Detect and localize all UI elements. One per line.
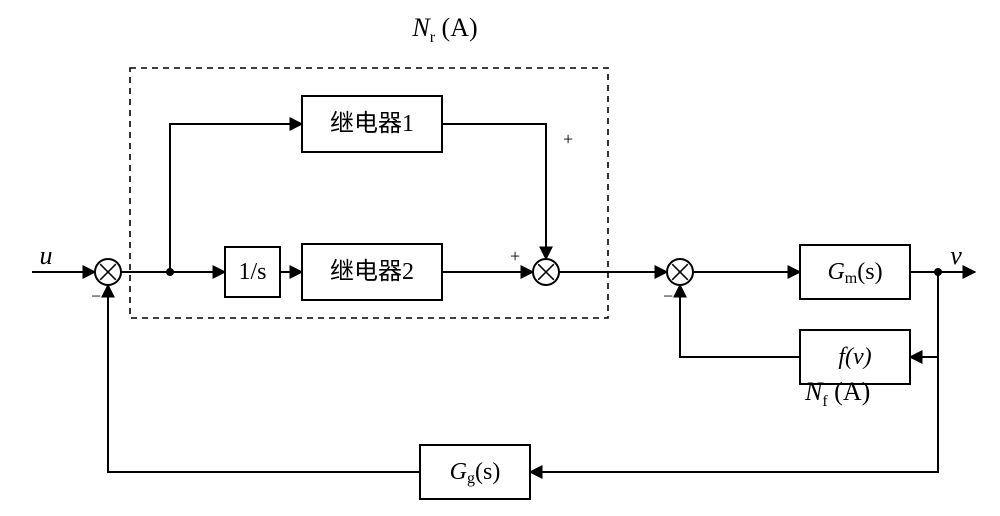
sign-s2_plus_left: + bbox=[510, 246, 520, 266]
block-label-relay2: 继电器2 bbox=[330, 258, 414, 285]
node-n_split1 bbox=[166, 268, 174, 276]
block-label-fv: f(v) bbox=[838, 344, 871, 370]
edge-out_down_fv bbox=[910, 272, 938, 357]
sign-s1_minus: − bbox=[91, 286, 101, 306]
label-nr: Nr (A) bbox=[411, 13, 477, 46]
sign-s3_minus: − bbox=[663, 286, 673, 306]
label-u: u bbox=[40, 241, 53, 270]
label-nf: Nf (A) bbox=[804, 377, 870, 410]
sign-s2_plus_top: + bbox=[563, 129, 573, 149]
block-diagram: 继电器1继电器21/sGm(s)f(v)Gg(s)−++−Nr (A)Nf (A… bbox=[0, 0, 1000, 516]
edge-fv_to_s3 bbox=[680, 285, 800, 357]
edge-gg_to_s1 bbox=[108, 285, 420, 472]
block-label-int: 1/s bbox=[238, 259, 266, 285]
block-label-gg: Gg(s) bbox=[450, 459, 501, 487]
edge-relay1_to_s2 bbox=[442, 124, 546, 259]
node-n_out bbox=[934, 268, 942, 276]
label-v: v bbox=[950, 241, 962, 270]
block-label-relay1: 继电器1 bbox=[330, 110, 414, 137]
